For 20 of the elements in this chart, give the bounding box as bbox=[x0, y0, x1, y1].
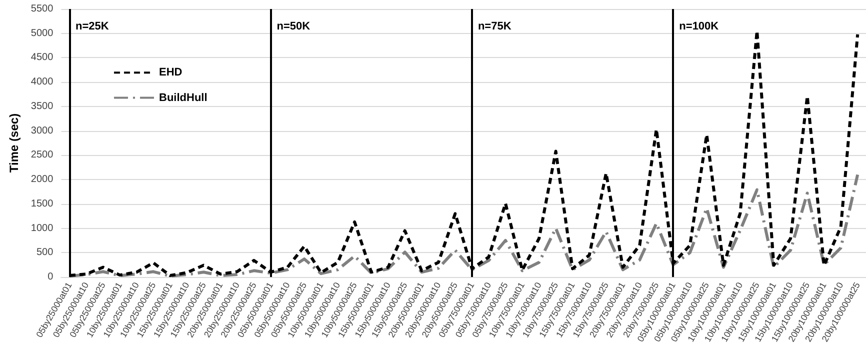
line-series bbox=[68, 173, 860, 278]
y-tick-label: 2500 bbox=[30, 150, 54, 161]
y-tick-label: 5000 bbox=[30, 28, 54, 39]
ref-line-label: n=50K bbox=[276, 20, 310, 32]
legend-label: EHD bbox=[159, 66, 182, 79]
y-tick-label: 1500 bbox=[30, 198, 54, 210]
y-tick-label: 4000 bbox=[30, 76, 54, 88]
ref-line-label: n=100K bbox=[679, 20, 719, 32]
y-tick-label: 3500 bbox=[30, 100, 54, 112]
y-tick-label: 1000 bbox=[30, 222, 54, 234]
y-tick-label: 2000 bbox=[30, 174, 54, 186]
ref-line-label: n=75K bbox=[478, 20, 512, 32]
legend-label: BuildHull bbox=[159, 92, 208, 104]
y-tick-label: 4500 bbox=[30, 52, 54, 64]
y-tick-label: 3000 bbox=[30, 125, 54, 136]
ref-line-label: n=25K bbox=[76, 20, 109, 32]
y-tick-label: 500 bbox=[36, 247, 54, 258]
y-tick-label: 5500 bbox=[30, 4, 54, 14]
y-axis-title: Time (sec) bbox=[7, 113, 21, 173]
y-tick-label: 0 bbox=[48, 272, 54, 282]
